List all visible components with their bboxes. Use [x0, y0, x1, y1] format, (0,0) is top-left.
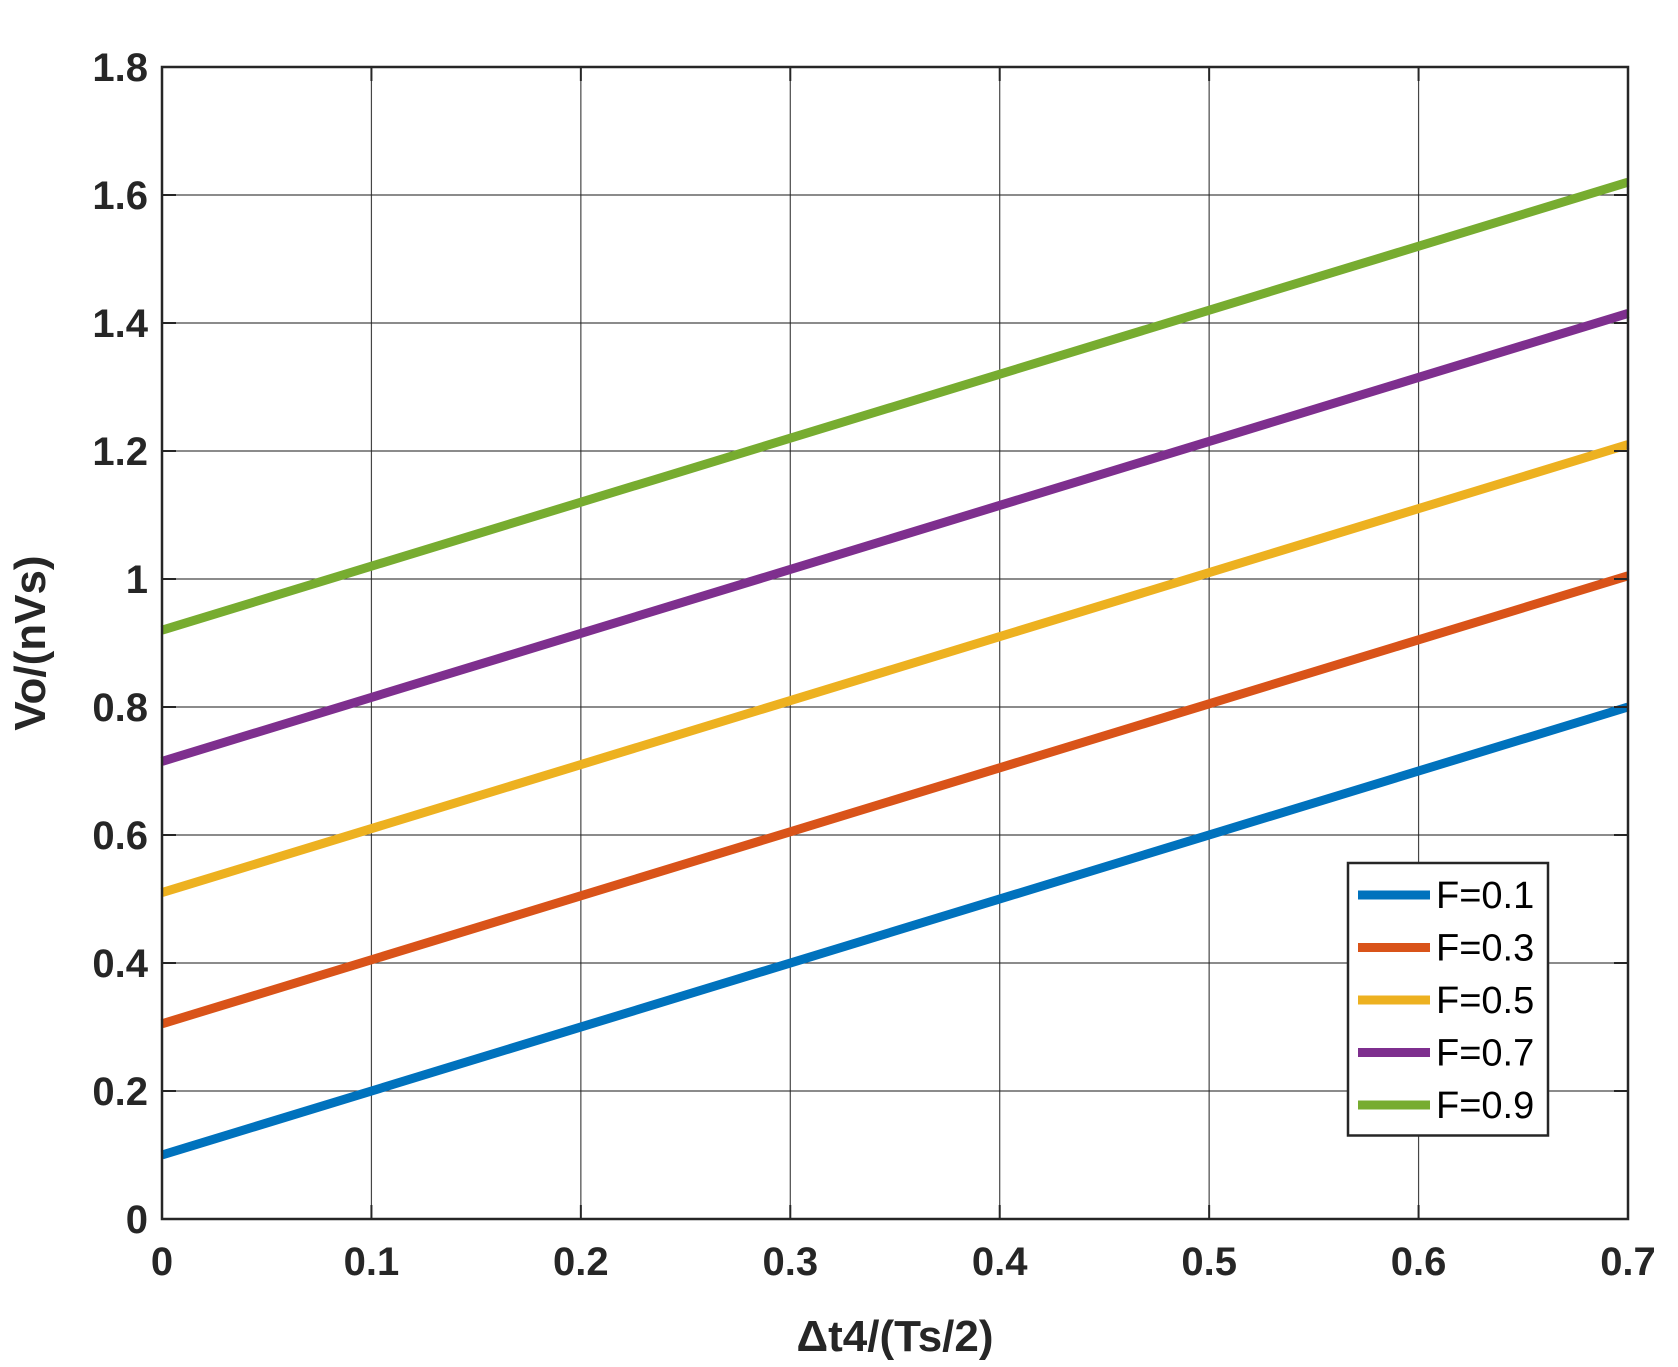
y-tick-label: 1.6 — [92, 174, 148, 218]
axes-box — [160, 65, 1630, 1221]
x-tick-label: 0.1 — [344, 1240, 400, 1284]
x-tick-label: 0.6 — [1391, 1240, 1447, 1284]
series-line-3 — [160, 440, 1630, 897]
x-tick-label: 0 — [151, 1240, 173, 1284]
y-tick-label: 0.2 — [92, 1070, 148, 1114]
legend-label: F=0.3 — [1436, 928, 1534, 970]
x-tick-label: 0.5 — [1181, 1240, 1237, 1284]
x-tick-label: 0.7 — [1600, 1240, 1656, 1284]
series-line-2 — [160, 571, 1630, 1029]
legend-label: F=0.5 — [1436, 980, 1534, 1022]
y-tick-label: 0.6 — [92, 814, 148, 858]
legend-label: F=0.1 — [1436, 875, 1534, 917]
x-tick-label: 0.2 — [553, 1240, 609, 1284]
x-tick-label: 0.3 — [762, 1240, 818, 1284]
y-tick-label: 1.8 — [92, 46, 148, 90]
legend-label: F=0.7 — [1436, 1033, 1534, 1075]
legend-label: F=0.9 — [1436, 1085, 1534, 1127]
y-tick-label: 1.4 — [92, 302, 148, 346]
x-axis-label: Δt4/(Ts/2) — [796, 1312, 993, 1361]
y-tick-label: 0.4 — [92, 942, 148, 986]
y-tick-labels: 0 0.2 0.4 0.6 0.8 1 1.2 1.4 1.6 1.8 — [92, 46, 148, 1242]
x-tick-labels: 0 0.1 0.2 0.3 0.4 0.5 0.6 0.7 — [151, 1240, 1656, 1284]
series-line-5 — [160, 177, 1630, 635]
y-axis-label: Vo/(nVs) — [6, 555, 55, 730]
x-tick-label: 0.4 — [972, 1240, 1028, 1284]
series-lines — [160, 177, 1630, 1160]
series-line-1 — [160, 702, 1630, 1160]
y-tick-label: 1 — [126, 558, 148, 602]
tick-marks — [161, 66, 1629, 1220]
y-tick-label: 1.2 — [92, 430, 148, 474]
y-tick-label: 0.8 — [92, 686, 148, 730]
series-line-4 — [160, 309, 1630, 766]
legend: F=0.1 F=0.3 F=0.5 F=0.7 F=0.9 — [1346, 861, 1550, 1137]
y-tick-label: 0 — [126, 1198, 148, 1242]
